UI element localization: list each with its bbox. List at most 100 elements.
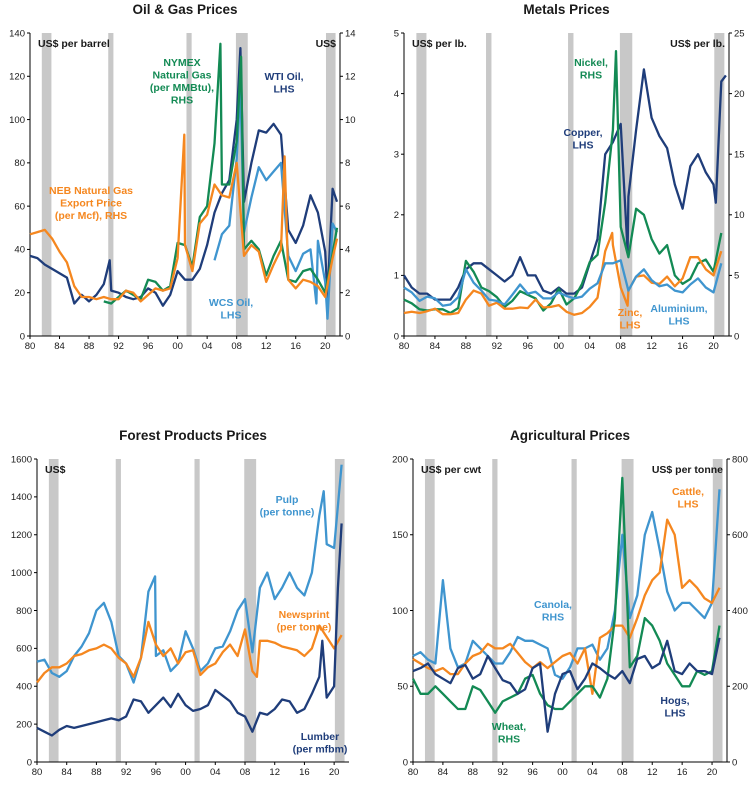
x-tick-label: 92 [113,341,124,352]
x-tick-label: 00 [172,341,183,352]
x-tick-label: 20 [708,341,719,352]
x-tick-label: 04 [210,767,221,778]
recession-band [186,33,192,336]
x-tick-label: 80 [399,341,410,352]
series-label-line: Export Price [60,198,122,210]
x-tick-label: 96 [151,767,162,778]
y-tick-label: 0 [403,757,408,768]
x-tick-label: 12 [261,341,272,352]
y-tick-label-right: 14 [345,28,356,39]
recession-band [48,459,59,762]
y-tick-label: 4 [394,89,399,100]
series-label-line: Aluminium, [650,303,707,315]
x-tick-label: 16 [299,767,310,778]
recession-band [619,33,633,336]
x-tick-label: 08 [231,341,242,352]
y-tick-label-right: 0 [732,757,737,768]
x-tick-label: 20 [320,341,331,352]
x-tick-label: 92 [121,767,132,778]
x-tick-label: 88 [91,767,102,778]
series-label-line: Canola, [534,599,572,611]
series-label: NYMEX Natural Gas (per MMBtu), RHS [150,57,214,107]
y-tick-label: 0 [394,331,399,342]
series-label-line: RHS [171,95,193,107]
x-tick-label: 88 [468,767,479,778]
recession-band [571,459,577,762]
panel-1: Oil & Gas Prices020406080100120140024681… [9,2,355,352]
series-label-line: NEB Natural Gas [49,185,133,197]
y-tick-label: 80 [14,158,25,169]
series-label: Zinc, LHS [618,307,643,332]
recession-band [334,459,345,762]
series-label-line: RHS [498,734,520,746]
series-label-line: Hogs, [660,695,689,707]
series-line-orange [29,133,339,303]
series-label: Lumber (per mfbm) [293,731,348,756]
y-tick-label: 1 [394,271,399,282]
y-tick-label-right: 800 [732,454,748,465]
series-label: WCS Oil, LHS [209,297,253,322]
series-line-sky [36,464,343,684]
y-tick-label: 20 [14,288,25,299]
series-label: WTI Oil, LHS [264,71,303,96]
series-label: Copper, LHS [563,127,602,152]
series-label-line: (per mfbm) [293,744,348,756]
y-tick-label: 3 [394,150,399,161]
series-label-line: LHS [669,316,690,328]
series-line-green [411,476,721,714]
x-tick-label: 92 [497,767,508,778]
series-line-green [403,50,723,315]
series-label-line: Newsprint [279,609,330,621]
chart-title: Agricultural Prices [510,428,630,443]
series-label-line: Cattle, [672,486,704,498]
y-tick-label: 100 [392,606,408,617]
y-tick-label-right: 8 [345,158,350,169]
x-tick-label: 04 [584,341,595,352]
recession-band [714,33,725,336]
y-tick-label-right: 12 [345,72,356,83]
series-label-line: Nickel, [574,57,608,69]
chart-title: Forest Products Prices [119,428,267,443]
y-tick-label: 0 [27,757,32,768]
x-tick-label: 84 [430,341,441,352]
series-label: Canola, RHS [534,599,572,624]
x-tick-label: 16 [290,341,301,352]
x-tick-label: 88 [461,341,472,352]
x-tick-label: 12 [646,341,657,352]
recession-band [325,33,336,336]
x-tick-label: 84 [61,767,72,778]
y-tick-label: 200 [392,454,408,465]
chart-title: Oil & Gas Prices [132,2,237,17]
y-tick-label: 2 [394,210,399,221]
lhs-unit-label: US$ per barrel [38,38,110,50]
x-tick-label: 88 [84,341,95,352]
y-tick-label: 40 [14,245,25,256]
y-tick-label: 60 [14,201,25,212]
series-label-line: WCS Oil, [209,297,253,309]
x-tick-label: 12 [269,767,280,778]
recession-band [424,459,435,762]
x-tick-label: 20 [329,767,340,778]
panel-3: Forest Products Prices020040060080010001… [11,428,349,778]
series-label: Wheat, RHS [492,721,527,746]
series-label-line: LHS [620,320,641,332]
y-tick-label-right: 4 [345,245,350,256]
x-tick-label: 96 [527,767,538,778]
series-line-sky [213,85,339,320]
series-label: NEB Natural Gas Export Price (per Mcf), RH… [49,185,133,222]
series-label: Newsprint (per tonne) [277,609,332,634]
x-tick-label: 00 [180,767,191,778]
y-tick-label-right: 2 [345,288,350,299]
series-label-line: LHS [678,499,699,511]
y-tick-label: 50 [397,682,408,693]
y-tick-label: 1400 [11,492,32,503]
x-tick-label: 00 [557,767,568,778]
x-tick-label: 96 [523,341,534,352]
series-label-line: Lumber [301,731,340,743]
y-tick-label: 800 [16,606,32,617]
x-tick-label: 84 [54,341,65,352]
y-tick-label-right: 600 [732,530,748,541]
x-tick-label: 16 [677,767,688,778]
